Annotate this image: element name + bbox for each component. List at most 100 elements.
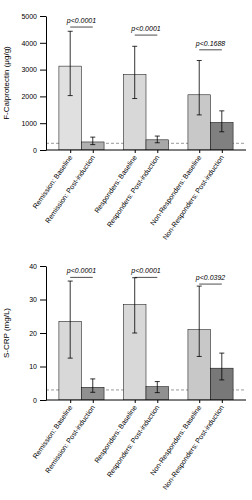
x-axis: Remission: BaselineRemission: Post-induc… [31, 400, 246, 491]
p-value-bracket [135, 35, 158, 36]
error-bar [155, 136, 160, 143]
y-tick-mark [40, 400, 46, 401]
error-bar [68, 281, 73, 358]
x-tick-label: Non-Responders: Post-induction [161, 154, 226, 242]
y-tick-label: 30 [29, 296, 37, 303]
y-tick: 30 [29, 296, 46, 303]
panel: Remission: BaselineRemission: Post-induc… [2, 13, 246, 242]
y-tick: 5000 [21, 13, 46, 20]
y-tick: 2000 [21, 93, 46, 100]
p-value-bracket [199, 49, 222, 50]
x-axis: Remission: BaselineRemission: Post-induc… [31, 150, 246, 241]
panel: Remission: BaselineRemission: Post-induc… [2, 263, 246, 492]
y-tick-mark [40, 333, 46, 334]
y-axis-line [46, 267, 47, 401]
x-axis-line [46, 400, 246, 401]
y-tick: 20 [29, 330, 46, 337]
p-value-bracket [199, 284, 222, 285]
x-tick-mark [135, 150, 136, 153]
error-bar [132, 46, 137, 98]
y-tick: 3000 [21, 66, 46, 73]
error-bar [219, 353, 224, 380]
y-tick-label: 40 [29, 263, 37, 270]
y-axis: 0 10 20 30 40 [29, 263, 46, 404]
y-tick-mark [40, 70, 46, 71]
x-tick-mark [222, 150, 223, 153]
x-tick-mark [157, 150, 158, 153]
x-tick-label: Responders: Baseline [93, 404, 139, 465]
y-tick: 0 [33, 147, 46, 154]
y-tick-mark [40, 16, 46, 17]
x-tick-label: Non-Responders: Post-induction [161, 404, 226, 492]
error-bar [197, 286, 202, 356]
p-value-label: p<0.0001 [66, 17, 96, 25]
y-tick-label: 20 [29, 330, 37, 337]
y-tick: 40 [29, 263, 46, 270]
x-tick-mark [93, 400, 94, 403]
x-tick-label: Responders: Baseline [93, 154, 139, 215]
p-value-label: p<0.0001 [66, 267, 96, 275]
x-tick-mark [222, 400, 223, 403]
plot-area [46, 31, 246, 150]
y-tick-label: 5000 [21, 13, 37, 20]
annotations: p<0.0001p<0.0001p<0.0392 [66, 267, 226, 284]
y-tick: 0 [33, 397, 46, 404]
y-tick-label: 0 [33, 397, 37, 404]
p-value-bracket [135, 277, 158, 278]
y-tick-label: 2000 [21, 93, 37, 100]
y-tick-label: 1000 [21, 120, 37, 127]
p-value-bracket [70, 277, 93, 278]
x-tick-mark [70, 400, 71, 403]
error-bar [68, 31, 73, 95]
error-bar [155, 382, 160, 393]
y-tick: 1000 [21, 120, 46, 127]
x-tick-label: Remission: Baseline [31, 154, 73, 210]
y-axis-title: S-CRP (mg/L) [2, 308, 11, 358]
p-value-label: p<0.0001 [130, 25, 160, 33]
error-bar [90, 137, 95, 145]
y-tick-label: 10 [29, 363, 37, 370]
error-bar [90, 379, 95, 392]
x-tick-mark [157, 400, 158, 403]
x-tick: Responders: Baseline [93, 150, 139, 215]
x-tick-label: Remission: Baseline [31, 404, 73, 460]
x-tick-mark [199, 400, 200, 403]
annotations: p<0.0001 p<0.0001 p<0.1688 [66, 17, 226, 50]
x-axis-line [46, 150, 246, 151]
y-tick: 4000 [21, 40, 46, 47]
x-tick: Remission: Baseline [31, 400, 73, 460]
p-value-label: p<0.1688 [195, 40, 225, 48]
p-value-label: p<0.0001 [130, 267, 160, 275]
x-tick-mark [135, 400, 136, 403]
y-tick-mark [40, 367, 46, 368]
y-tick-mark [40, 300, 46, 301]
y-tick-mark [40, 266, 46, 267]
error-bar [132, 278, 137, 333]
error-bar [197, 60, 202, 114]
y-tick-label: 4000 [21, 40, 37, 47]
y-tick-mark [40, 96, 46, 97]
x-tick-mark [70, 150, 71, 153]
x-tick: Non-Responders: Post-induction [161, 400, 226, 491]
y-tick-mark [40, 43, 46, 44]
y-axis-line [46, 17, 47, 151]
y-tick-label: 3000 [21, 66, 37, 73]
y-axis: 0 1000 2000 3000 4000 5000 [21, 13, 46, 154]
p-value-bracket [70, 27, 93, 28]
error-bar [219, 111, 224, 132]
y-tick: 10 [29, 363, 46, 370]
x-tick: Remission: Post-induction [44, 400, 96, 474]
x-tick: Remission: Post-induction [44, 150, 96, 224]
y-tick-mark [40, 123, 46, 124]
x-tick-mark [199, 150, 200, 153]
y-axis-title: F-Calprotectin (μg/g) [2, 46, 11, 120]
x-tick: Remission: Baseline [31, 150, 73, 210]
x-tick-label: Remission: Post-induction [44, 404, 96, 474]
x-tick: Responders: Baseline [93, 400, 139, 465]
y-tick-mark [40, 150, 46, 151]
y-tick-label: 0 [33, 147, 37, 154]
figure: Remission: BaselineRemission: Post-induc… [0, 0, 252, 500]
plot-area [46, 278, 246, 400]
x-tick-label: Remission: Post-induction [44, 154, 96, 224]
x-tick: Non-Responders: Post-induction [161, 150, 226, 241]
